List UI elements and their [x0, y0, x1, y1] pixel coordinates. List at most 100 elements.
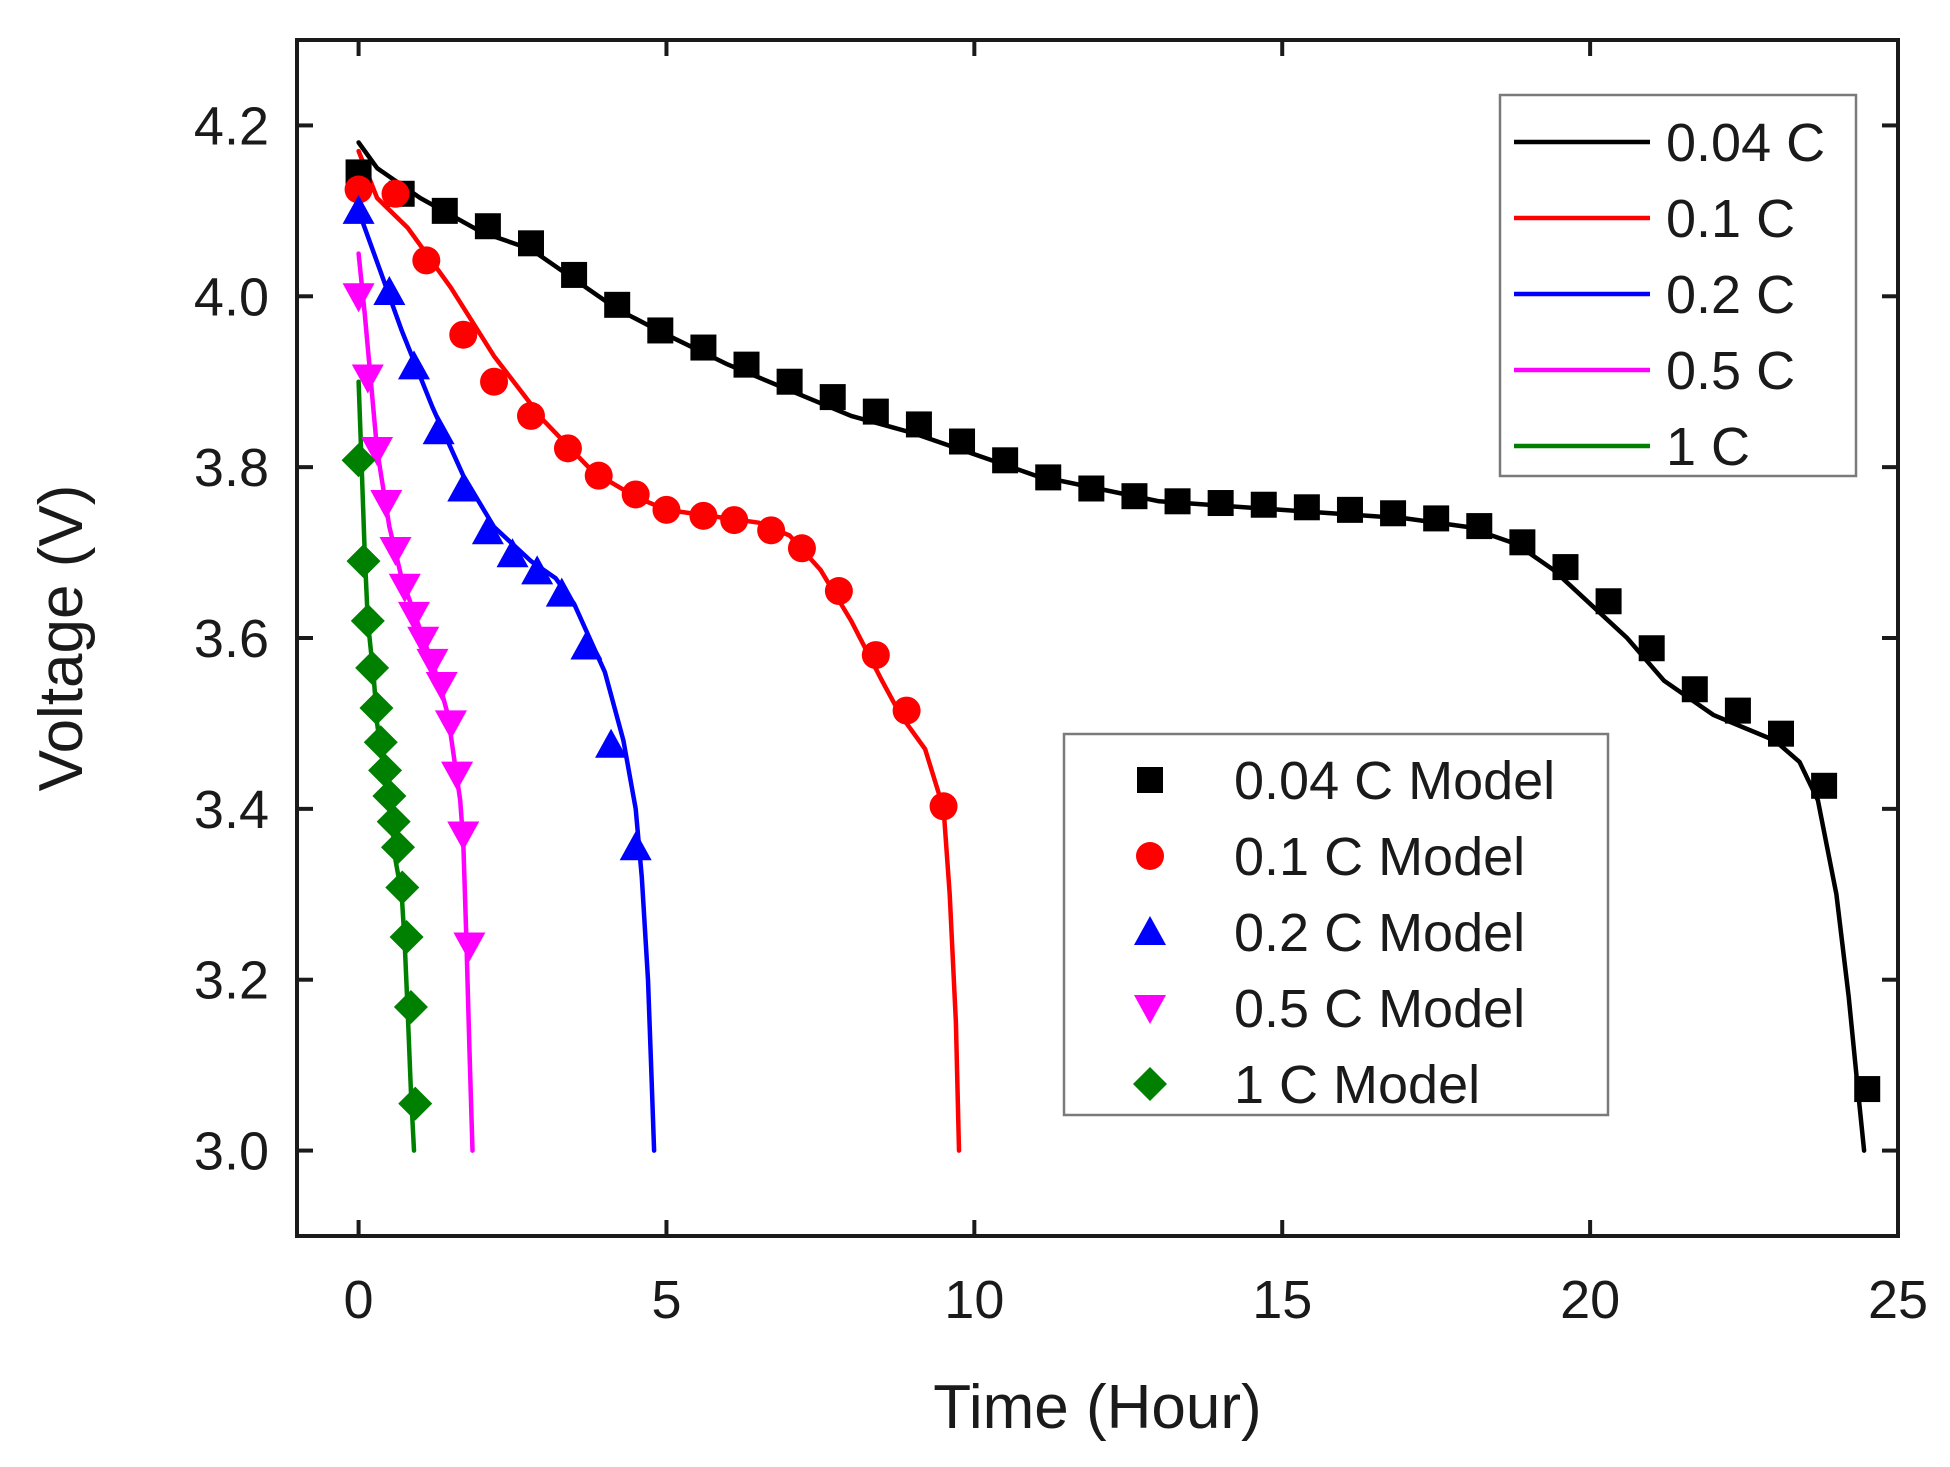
- data-point-0-04-c-model: [1250, 491, 1277, 518]
- data-point-0-04-c-model: [1423, 505, 1450, 532]
- y-tick-label: 4.0: [194, 267, 269, 327]
- model-markers: [341, 159, 1881, 1121]
- legend-label-0-04-c: 0.04 C: [1666, 113, 1825, 173]
- data-point-0-1-c-model: [824, 577, 853, 606]
- data-point-1-c-model: [393, 990, 428, 1025]
- data-point-0-2-c-model: [447, 472, 480, 502]
- data-point-0-1-c-model: [553, 434, 582, 463]
- legend-label-1-c: 1 C: [1666, 417, 1750, 477]
- data-point-0-5-c-model: [342, 283, 375, 313]
- data-point-0-04-c-model: [992, 447, 1019, 474]
- legend-label-0-5-c: 0.5 C: [1666, 341, 1795, 401]
- y-tick-label: 3.0: [194, 1122, 269, 1182]
- data-point-0-1-c-model: [584, 461, 613, 490]
- data-point-0-1-c-model: [516, 401, 545, 430]
- data-point-0-04-c-model: [561, 261, 588, 288]
- data-point-0-04-c-model: [604, 291, 631, 318]
- data-point-0-5-c-model: [425, 671, 458, 701]
- y-tick-label: 3.8: [194, 438, 269, 498]
- legend-label-1-c-model: 1 C Model: [1234, 1055, 1480, 1115]
- x-tick-label: 20: [1560, 1270, 1620, 1330]
- x-axis-title: Time (Hour): [933, 1373, 1261, 1442]
- legend-label-0-2-c: 0.2 C: [1666, 265, 1795, 325]
- data-point-1-c-model: [376, 804, 411, 839]
- legend-label-0-1-c: 0.1 C: [1666, 189, 1795, 249]
- marker-legend: 0.04 C Model 0.1 C Model 0.2 C Model 0.5 C …: [1062, 732, 1610, 1117]
- data-point-0-04-c-model: [1638, 635, 1665, 662]
- line-legend: 0.04 C 0.1 C 0.2 C 0.5 C 1 C: [1498, 93, 1858, 478]
- data-point-0-04-c-model: [1293, 494, 1320, 521]
- legend-label-0-04-c-model: 0.04 C Model: [1234, 751, 1555, 811]
- data-point-0-2-c-model: [496, 538, 529, 568]
- data-point-0-1-c-model: [381, 179, 410, 208]
- data-point-1-c-model: [359, 691, 394, 726]
- data-point-0-04-c-model: [1552, 554, 1579, 581]
- data-point-0-04-c-model: [1035, 464, 1062, 491]
- data-point-0-5-c-model: [447, 821, 480, 851]
- data-point-0-1-c-model: [757, 516, 786, 545]
- data-point-0-1-c-model: [412, 246, 441, 275]
- data-point-0-04-c-model: [733, 351, 760, 378]
- x-tick-label: 5: [651, 1270, 681, 1330]
- data-point-0-5-c-model: [388, 573, 421, 603]
- x-tick-label: 0: [344, 1270, 374, 1330]
- data-point-0-1-c-model: [344, 175, 373, 204]
- data-point-0-5-c-model: [351, 364, 384, 394]
- y-tick-label: 3.6: [194, 609, 269, 669]
- data-point-0-5-c-model: [407, 626, 440, 656]
- legend-marker-0-5-c-model: [1134, 995, 1166, 1024]
- data-point-0-04-c-model: [862, 398, 889, 425]
- data-point-0-04-c-model: [474, 213, 501, 240]
- data-point-0-04-c-model: [1164, 488, 1191, 515]
- data-point-1-c-model: [350, 603, 385, 638]
- data-point-1-c-model: [355, 650, 390, 685]
- data-point-0-04-c-model: [1121, 483, 1148, 510]
- data-point-0-04-c-model: [776, 368, 803, 395]
- legend-label-0-5-c-model: 0.5 C Model: [1234, 979, 1525, 1039]
- data-point-0-2-c-model: [422, 415, 455, 445]
- data-point-0-2-c-model: [397, 350, 430, 380]
- y-axis-title: Voltage (V): [27, 485, 96, 792]
- data-point-0-04-c-model: [647, 317, 674, 344]
- data-point-0-04-c-model: [1509, 529, 1536, 556]
- data-point-0-04-c-model: [1466, 513, 1493, 540]
- data-point-0-1-c-model: [787, 534, 816, 563]
- data-point-0-2-c-model: [595, 728, 628, 758]
- data-point-1-c-model: [363, 725, 398, 760]
- legend-marker-1-c-model: [1133, 1067, 1167, 1101]
- data-point-0-1-c-model: [689, 501, 718, 530]
- data-point-0-1-c-model: [449, 320, 478, 349]
- data-point-0-04-c-model: [690, 334, 717, 361]
- data-point-0-04-c-model: [1811, 772, 1838, 799]
- y-tick-label: 4.2: [194, 96, 269, 156]
- x-tick-label: 10: [944, 1270, 1004, 1330]
- data-point-0-04-c-model: [1336, 496, 1363, 523]
- x-tick-label: 25: [1868, 1270, 1928, 1330]
- legend-label-0-2-c-model: 0.2 C Model: [1234, 903, 1525, 963]
- data-point-0-5-c-model: [453, 932, 486, 962]
- data-point-0-1-c-model: [892, 696, 921, 725]
- data-point-0-5-c-model: [370, 490, 403, 520]
- data-point-1-c-model: [341, 443, 376, 478]
- data-point-0-5-c-model: [361, 437, 394, 467]
- data-point-0-04-c-model: [949, 428, 976, 455]
- y-tick-label: 3.4: [194, 780, 269, 840]
- legend-label-0-1-c-model: 0.1 C Model: [1234, 827, 1525, 887]
- data-point-0-5-c-model: [379, 537, 412, 567]
- data-point-0-04-c-model: [819, 384, 846, 411]
- data-point-0-04-c-model: [1724, 697, 1751, 724]
- x-tick-label: 15: [1252, 1270, 1312, 1330]
- legend-marker-0-04-c-model: [1137, 767, 1163, 793]
- data-point-1-c-model: [389, 920, 424, 954]
- data-point-0-5-c-model: [441, 761, 474, 791]
- data-point-0-04-c-model: [1207, 490, 1234, 517]
- data-point-1-c-model: [368, 753, 403, 788]
- data-point-0-5-c-model: [397, 601, 430, 631]
- data-point-0-04-c-model: [517, 230, 544, 257]
- data-point-0-1-c-model: [861, 641, 890, 670]
- y-tick-label: 3.2: [194, 951, 269, 1011]
- data-point-1-c-model: [380, 830, 415, 865]
- data-point-0-2-c-model: [471, 515, 504, 545]
- data-point-0-5-c-model: [416, 648, 449, 678]
